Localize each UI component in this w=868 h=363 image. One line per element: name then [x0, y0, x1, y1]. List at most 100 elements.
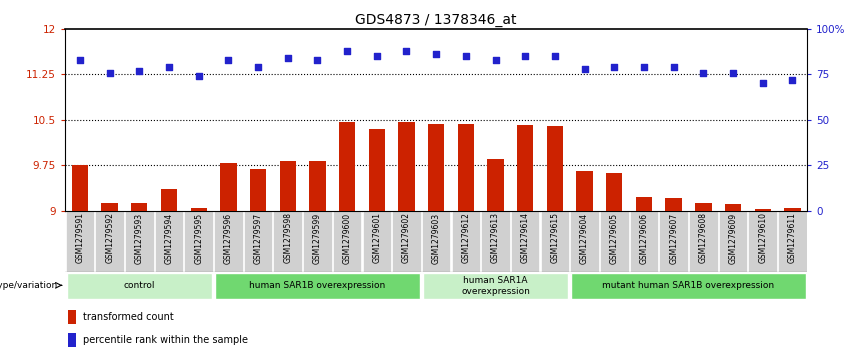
Bar: [600, 211, 628, 272]
Text: GSM1279594: GSM1279594: [165, 212, 174, 264]
Text: GSM1279609: GSM1279609: [728, 212, 738, 264]
Bar: [68, 310, 76, 324]
Bar: [635, 197, 652, 211]
Text: GSM1279599: GSM1279599: [313, 212, 322, 264]
Bar: [66, 211, 95, 272]
Bar: [303, 211, 332, 272]
Bar: [719, 211, 747, 272]
Bar: [95, 211, 124, 272]
Bar: [67, 273, 212, 299]
Bar: [451, 211, 480, 272]
Point: [221, 57, 235, 63]
Bar: [606, 173, 622, 211]
Bar: [571, 273, 806, 299]
Bar: [666, 199, 682, 211]
Bar: [339, 122, 355, 211]
Bar: [547, 126, 563, 211]
Bar: [629, 211, 658, 272]
Point: [726, 70, 740, 76]
Point: [399, 48, 413, 54]
Bar: [423, 273, 569, 299]
Point: [251, 64, 265, 70]
Text: GSM1279601: GSM1279601: [372, 212, 381, 264]
Bar: [68, 333, 76, 347]
Text: GSM1279606: GSM1279606: [640, 212, 648, 264]
Bar: [184, 211, 213, 272]
Bar: [570, 211, 599, 272]
Text: GSM1279612: GSM1279612: [462, 212, 470, 263]
Text: GSM1279613: GSM1279613: [491, 212, 500, 264]
Text: GSM1279602: GSM1279602: [402, 212, 411, 264]
Point: [73, 57, 87, 63]
Bar: [778, 211, 806, 272]
Title: GDS4873 / 1378346_at: GDS4873 / 1378346_at: [355, 13, 517, 26]
Point: [311, 57, 325, 63]
Point: [578, 66, 592, 72]
Bar: [131, 203, 148, 211]
Text: GSM1279593: GSM1279593: [135, 212, 144, 264]
Bar: [748, 211, 777, 272]
Bar: [784, 208, 800, 211]
Point: [608, 64, 621, 70]
Text: GSM1279595: GSM1279595: [194, 212, 203, 264]
Text: genotype/variation: genotype/variation: [0, 281, 57, 290]
Bar: [125, 211, 154, 272]
Text: transformed count: transformed count: [83, 312, 174, 322]
Text: GSM1279615: GSM1279615: [550, 212, 559, 264]
Point: [637, 64, 651, 70]
Bar: [273, 211, 302, 272]
Bar: [250, 170, 266, 211]
Bar: [487, 159, 503, 211]
Bar: [422, 211, 450, 272]
Bar: [517, 125, 534, 211]
Bar: [576, 171, 593, 211]
Bar: [428, 124, 444, 211]
Text: mutant human SAR1B overexpression: mutant human SAR1B overexpression: [602, 281, 774, 290]
Text: GSM1279611: GSM1279611: [788, 212, 797, 263]
Bar: [541, 211, 569, 272]
Bar: [102, 203, 118, 211]
Bar: [244, 211, 273, 272]
Text: GSM1279600: GSM1279600: [343, 212, 352, 264]
Bar: [215, 273, 420, 299]
Point: [786, 77, 799, 83]
Bar: [398, 122, 415, 211]
Point: [132, 68, 146, 74]
Bar: [214, 211, 243, 272]
Text: GSM1279610: GSM1279610: [759, 212, 767, 264]
Point: [192, 73, 206, 79]
Bar: [695, 203, 712, 211]
Bar: [689, 211, 718, 272]
Point: [370, 53, 384, 59]
Bar: [363, 211, 391, 272]
Point: [429, 52, 443, 57]
Bar: [457, 124, 474, 211]
Bar: [309, 161, 326, 211]
Point: [518, 53, 532, 59]
Point: [162, 64, 176, 70]
Bar: [220, 163, 237, 211]
Point: [102, 70, 116, 76]
Text: GSM1279598: GSM1279598: [283, 212, 293, 264]
Text: GSM1279605: GSM1279605: [610, 212, 619, 264]
Text: GSM1279614: GSM1279614: [521, 212, 529, 264]
Bar: [72, 165, 89, 211]
Text: GSM1279607: GSM1279607: [669, 212, 678, 264]
Point: [340, 48, 354, 54]
Bar: [190, 208, 207, 211]
Text: GSM1279596: GSM1279596: [224, 212, 233, 264]
Bar: [481, 211, 510, 272]
Bar: [392, 211, 421, 272]
Text: human SAR1B overexpression: human SAR1B overexpression: [249, 281, 385, 290]
Bar: [369, 129, 385, 211]
Text: GSM1279591: GSM1279591: [76, 212, 84, 264]
Bar: [660, 211, 688, 272]
Point: [756, 81, 770, 86]
Point: [696, 70, 710, 76]
Point: [667, 64, 681, 70]
Text: percentile rank within the sample: percentile rank within the sample: [83, 335, 248, 345]
Text: GSM1279604: GSM1279604: [580, 212, 589, 264]
Text: GSM1279592: GSM1279592: [105, 212, 114, 264]
Bar: [279, 161, 296, 211]
Text: GSM1279603: GSM1279603: [431, 212, 441, 264]
